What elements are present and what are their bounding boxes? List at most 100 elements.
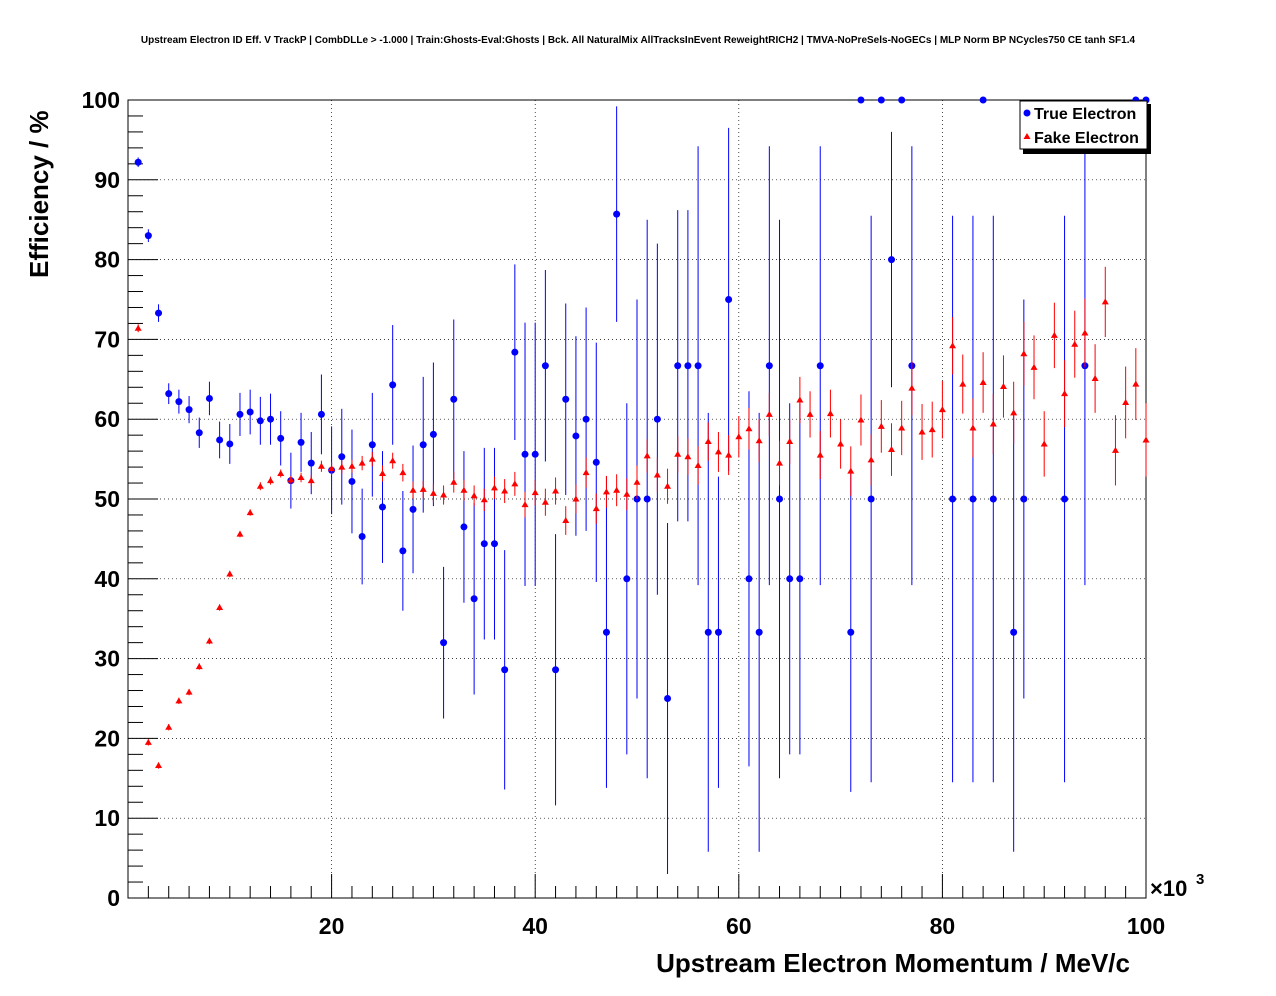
true-electron-point	[134, 158, 142, 166]
fake-electron-point	[317, 462, 325, 469]
fake-electron-point	[694, 461, 702, 468]
fake-electron-point	[165, 723, 173, 730]
y-tick-label: 0	[107, 885, 120, 911]
true-electron-point	[1020, 495, 1028, 503]
true-electron-point	[409, 505, 417, 513]
fake-electron-point	[134, 324, 142, 331]
true-electron-point	[338, 453, 346, 461]
fake-electron-point	[1050, 331, 1058, 338]
fake-electron-point	[735, 433, 743, 440]
fake-electron-point	[1081, 329, 1089, 336]
fake-electron-point	[969, 424, 977, 431]
true-electron-point	[440, 639, 448, 647]
fake-electron-point	[205, 637, 213, 644]
true-electron-point	[307, 459, 315, 467]
fake-electron-point	[175, 697, 183, 704]
true-electron-point	[877, 96, 885, 104]
fake-electron-point	[328, 465, 336, 472]
series-layer	[134, 96, 1150, 875]
true-electron-point	[236, 410, 244, 418]
fake-electron-point	[429, 489, 437, 496]
true-electron-point	[480, 540, 488, 548]
y-tick-label: 20	[94, 725, 120, 751]
fake-electron-point	[562, 517, 570, 524]
true-electron-point	[552, 666, 560, 674]
x-multiplier-exponent: 3	[1196, 871, 1204, 888]
fake-electron-point	[684, 453, 692, 460]
legend-marker-true-electron	[1023, 109, 1031, 117]
fake-electron-point	[816, 451, 824, 458]
fake-electron-point	[1040, 440, 1048, 447]
fake-electron-point	[918, 428, 926, 435]
true-electron-point	[348, 477, 356, 485]
x-multiplier-base: ×10	[1150, 876, 1187, 901]
fake-electron-point	[470, 492, 478, 499]
fake-electron-point	[1101, 298, 1109, 305]
fake-electron-point	[379, 469, 386, 476]
true-electron-point	[379, 503, 386, 511]
fake-electron-point	[521, 501, 529, 508]
y-tick-label: 50	[94, 486, 120, 512]
axis-ticks	[128, 99, 1147, 899]
y-tick-label: 60	[94, 406, 120, 432]
fake-electron-point	[490, 484, 498, 491]
fake-electron-point	[796, 396, 804, 403]
true-electron-point	[541, 362, 549, 370]
true-electron-point	[888, 256, 895, 264]
fake-electron-point	[979, 378, 987, 385]
fake-electron-point	[338, 463, 346, 470]
true-electron-point	[521, 450, 529, 458]
true-electron-point	[358, 533, 366, 541]
true-electron-point	[501, 666, 509, 674]
y-tick-label: 30	[94, 646, 120, 672]
fake-electron-point	[755, 437, 763, 444]
fake-electron-point	[745, 425, 753, 432]
true-electron-point	[195, 429, 203, 437]
fake-electron-point	[155, 762, 163, 769]
legend-marker-fake-electron	[1023, 133, 1031, 139]
true-electron-point	[175, 398, 183, 406]
true-electron-point	[989, 495, 997, 503]
fake-electron-point	[501, 487, 509, 494]
true-electron-point	[419, 441, 427, 449]
fake-electron-point	[297, 473, 305, 480]
true-electron-point	[979, 96, 987, 104]
fake-electron-point	[867, 456, 875, 463]
true-electron-point	[582, 415, 590, 423]
fake-electron-point	[226, 570, 234, 577]
true-electron-point	[602, 628, 610, 636]
fake-electron-point	[602, 488, 610, 495]
fake-electron-point	[847, 467, 855, 474]
true-electron-point	[847, 628, 855, 636]
true-electron-point	[816, 362, 824, 370]
fake-electron-point	[908, 384, 916, 391]
true-electron-point	[949, 495, 957, 503]
fake-electron-point	[541, 498, 549, 505]
fake-electron-point	[409, 486, 417, 493]
true-electron-point	[613, 210, 621, 218]
fake-electron-point	[144, 738, 152, 745]
fake-electron-point	[806, 410, 814, 417]
true-electron-point	[786, 575, 794, 583]
fake-electron-point	[653, 471, 661, 478]
true-electron-point	[429, 430, 437, 438]
fake-electron-point	[613, 486, 621, 493]
fake-electron-point	[704, 438, 712, 445]
fake-electron-point	[725, 451, 733, 458]
fake-electron-point	[714, 448, 722, 455]
fake-electron-point	[1132, 380, 1140, 387]
fake-electron-point	[826, 410, 834, 417]
true-electron-point	[745, 575, 753, 583]
legend-label-true-electron: True Electron	[1034, 106, 1136, 123]
x-axis-multiplier: ×10 3	[1150, 871, 1204, 901]
fake-electron-point	[1020, 350, 1028, 357]
fake-electron-point	[389, 457, 397, 464]
fake-electron-point	[949, 342, 957, 349]
true-electron-point	[297, 438, 305, 446]
true-electron-point	[450, 395, 458, 403]
true-electron-point	[144, 232, 152, 240]
true-electron-point	[460, 523, 468, 531]
fake-electron-point	[623, 490, 631, 497]
true-electron-point	[643, 495, 651, 503]
